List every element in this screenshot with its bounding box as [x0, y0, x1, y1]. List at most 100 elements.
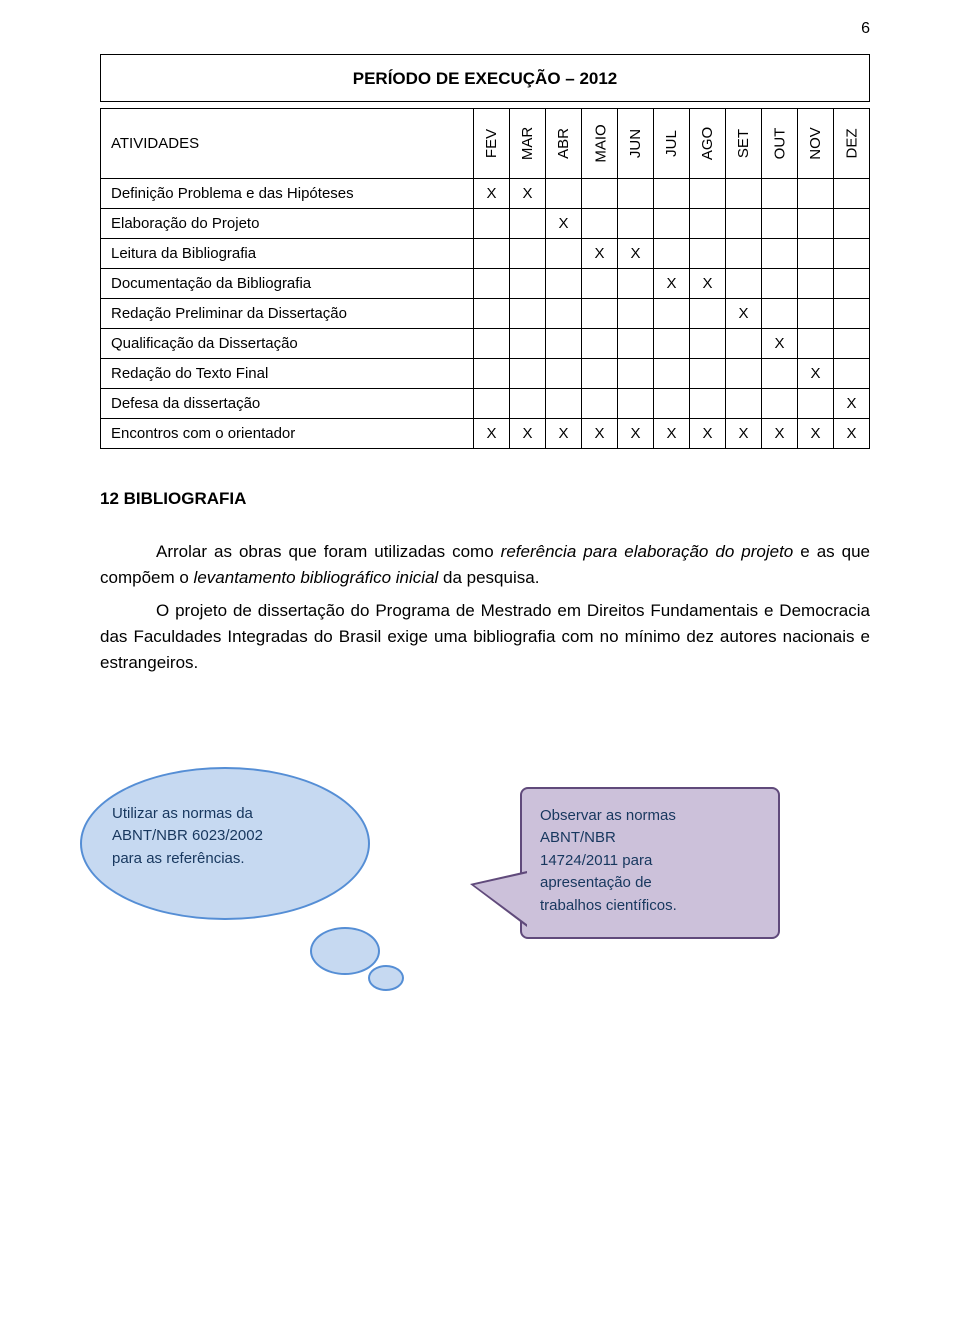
- oval-l2: ABNT/NBR 6023/2002: [112, 827, 263, 844]
- cell-mark: [654, 179, 690, 209]
- oval-l3: para as referências.: [112, 850, 245, 867]
- cell-mark: [726, 329, 762, 359]
- callout-rect-wrap: Observar as normas ABNT/NBR 14724/2011 p…: [520, 787, 780, 940]
- cell-mark: [510, 239, 546, 269]
- row-label: Defesa da dissertação: [101, 389, 474, 419]
- table-row: Documentação da BibliografiaXX: [101, 269, 870, 299]
- oval-tail-1: [310, 927, 380, 975]
- col-month-10: DEZ: [834, 109, 870, 179]
- cell-mark: [510, 359, 546, 389]
- cell-mark: [762, 389, 798, 419]
- cell-mark: [546, 359, 582, 389]
- cell-mark: [762, 299, 798, 329]
- cell-mark: [474, 239, 510, 269]
- table-row: Elaboração do ProjetoX: [101, 209, 870, 239]
- cell-mark: [546, 329, 582, 359]
- schedule-title-frame: PERÍODO DE EXECUÇÃO – 2012: [100, 54, 870, 102]
- cell-mark: [618, 329, 654, 359]
- col-month-3: MAIO: [582, 109, 618, 179]
- cell-mark: [654, 239, 690, 269]
- rect-l3: 14724/2011 para: [540, 852, 652, 869]
- cell-mark: [690, 389, 726, 419]
- col-activity: ATIVIDADES: [101, 109, 474, 179]
- cell-mark: [690, 329, 726, 359]
- cell-mark: X: [762, 329, 798, 359]
- col-month-9: NOV: [798, 109, 834, 179]
- cell-mark: [690, 179, 726, 209]
- cell-mark: [834, 329, 870, 359]
- section-heading: 12 BIBLIOGRAFIA: [100, 489, 870, 509]
- cell-mark: [726, 359, 762, 389]
- cell-mark: X: [510, 419, 546, 449]
- cell-mark: [798, 209, 834, 239]
- rect-l1: Observar as normas: [540, 807, 676, 824]
- col-month-6: AGO: [690, 109, 726, 179]
- cell-mark: [474, 389, 510, 419]
- rect-l5: trabalhos científicos.: [540, 897, 677, 914]
- cell-mark: [618, 269, 654, 299]
- paragraph-2: O projeto de dissertação do Programa de …: [100, 598, 870, 677]
- table-row: Redação do Texto FinalX: [101, 359, 870, 389]
- cell-mark: X: [618, 239, 654, 269]
- schedule-title: PERÍODO DE EXECUÇÃO – 2012: [101, 69, 869, 89]
- row-label: Documentação da Bibliografia: [101, 269, 474, 299]
- col-month-5: JUL: [654, 109, 690, 179]
- callouts-area: Utilizar as normas da ABNT/NBR 6023/2002…: [100, 707, 870, 1007]
- cell-mark: [582, 269, 618, 299]
- col-month-8: OUT: [762, 109, 798, 179]
- cell-mark: [690, 209, 726, 239]
- rect-l2: ABNT/NBR: [540, 829, 616, 846]
- cell-mark: X: [834, 419, 870, 449]
- cell-mark: [546, 299, 582, 329]
- row-label: Encontros com o orientador: [101, 419, 474, 449]
- oval-tail-2: [368, 965, 404, 991]
- cell-mark: [762, 359, 798, 389]
- cell-mark: [726, 389, 762, 419]
- cell-mark: [474, 359, 510, 389]
- table-row: Redação Preliminar da DissertaçãoX: [101, 299, 870, 329]
- cell-mark: X: [654, 419, 690, 449]
- col-month-0: FEV: [474, 109, 510, 179]
- col-month-7: SET: [726, 109, 762, 179]
- cell-mark: [798, 239, 834, 269]
- cell-mark: [546, 239, 582, 269]
- cell-mark: [582, 209, 618, 239]
- cell-mark: [798, 299, 834, 329]
- cell-mark: X: [510, 179, 546, 209]
- rect-l4: apresentação de: [540, 874, 652, 891]
- cell-mark: [726, 269, 762, 299]
- row-label: Elaboração do Projeto: [101, 209, 474, 239]
- cell-mark: X: [582, 239, 618, 269]
- cell-mark: [762, 269, 798, 299]
- cell-mark: [798, 329, 834, 359]
- cell-mark: [654, 209, 690, 239]
- cell-mark: X: [690, 419, 726, 449]
- table-row: Encontros com o orientadorXXXXXXXXXXX: [101, 419, 870, 449]
- cell-mark: X: [834, 389, 870, 419]
- cell-mark: [762, 209, 798, 239]
- cell-mark: [582, 299, 618, 329]
- cell-mark: [690, 299, 726, 329]
- oval-l1: Utilizar as normas da: [112, 805, 253, 822]
- cell-mark: X: [654, 269, 690, 299]
- cell-mark: [798, 179, 834, 209]
- cell-mark: [582, 179, 618, 209]
- cell-mark: X: [798, 359, 834, 389]
- cell-mark: [510, 329, 546, 359]
- cell-mark: [474, 299, 510, 329]
- row-label: Leitura da Bibliografia: [101, 239, 474, 269]
- cell-mark: X: [798, 419, 834, 449]
- cell-mark: [798, 389, 834, 419]
- cell-mark: [834, 269, 870, 299]
- cell-mark: [654, 329, 690, 359]
- row-label: Redação Preliminar da Dissertação: [101, 299, 474, 329]
- cell-mark: X: [582, 419, 618, 449]
- col-month-4: JUN: [618, 109, 654, 179]
- cell-mark: [618, 179, 654, 209]
- cell-mark: [474, 269, 510, 299]
- cell-mark: [690, 239, 726, 269]
- cell-mark: X: [618, 419, 654, 449]
- cell-mark: [654, 299, 690, 329]
- table-row: Definição Problema e das HipótesesXX: [101, 179, 870, 209]
- callout-rect: Observar as normas ABNT/NBR 14724/2011 p…: [520, 787, 780, 940]
